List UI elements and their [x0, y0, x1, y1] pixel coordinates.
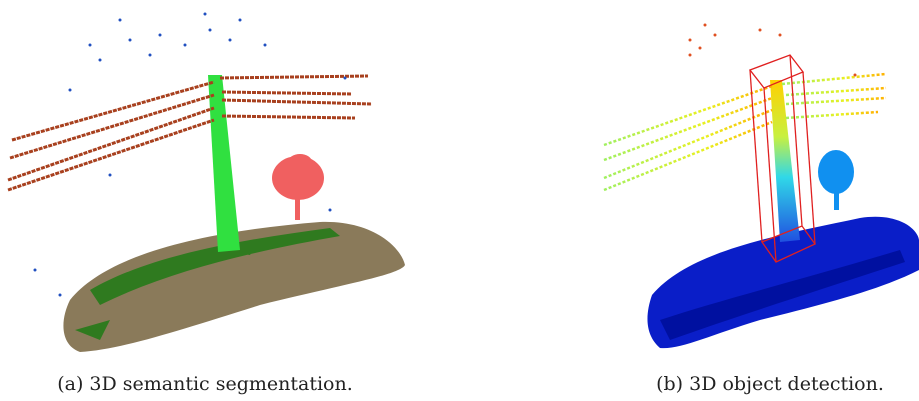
detection-view — [604, 24, 919, 349]
caption: (a) 3D semantic segmentation. — [57, 373, 353, 395]
tree — [818, 150, 854, 210]
figure: (a) 3D semantic segmentation. (b) 3D obj… — [0, 0, 919, 401]
segmentation-view — [8, 13, 405, 353]
pole — [770, 80, 800, 242]
noise-points — [689, 24, 857, 77]
caption: (b) 3D object detection. — [656, 373, 884, 395]
tree — [272, 154, 324, 220]
